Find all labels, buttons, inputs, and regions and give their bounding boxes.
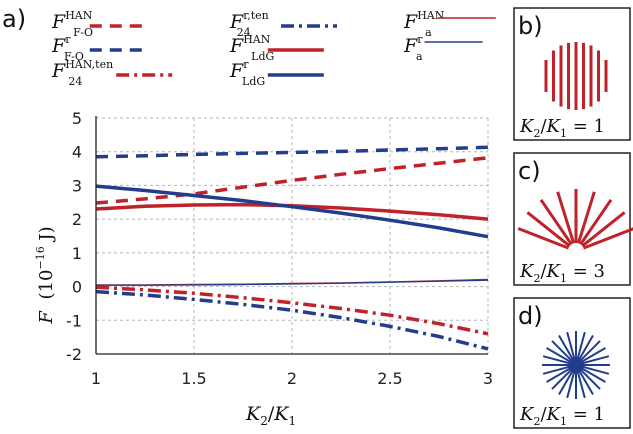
- x-axis-label: K2/K1: [245, 403, 296, 428]
- legend-entry-ldg_han: FHAN LdG: [229, 33, 324, 63]
- side-panel-d: d) K2/K1 = 1: [513, 297, 631, 429]
- legend-label-ldg_han: FHAN LdG: [229, 33, 274, 63]
- plot-area: 5 4 3 2 1 0 -1 -2 1 1.5 2 2.5 3: [66, 109, 493, 388]
- side-panel-caption: K2/K1 = 1: [519, 404, 605, 428]
- x-tick-label: 3: [483, 369, 493, 388]
- legend-label-fo_r: Fr F-O: [51, 33, 84, 63]
- grid: [95, 117, 489, 355]
- series-line-ldg_r: [95, 184, 489, 239]
- side-panel-label: b): [518, 12, 543, 40]
- side-panel-c: c) K2/K1 = 3: [513, 152, 633, 286]
- series-lines: [95, 145, 489, 351]
- x-tick-label: 2: [287, 369, 297, 388]
- y-tick-label: 2: [72, 210, 82, 229]
- side-panel-label: d): [518, 302, 543, 330]
- y-axis-label: F (10−16 J): [34, 226, 57, 324]
- director-line: [576, 191, 596, 244]
- side-panel-caption: K2/K1 = 1: [519, 116, 605, 140]
- director-line: [582, 227, 633, 250]
- side-panel-label: c): [518, 157, 541, 185]
- svg-text:F (10−16 J): F (10−16 J): [34, 226, 57, 324]
- y-tick-label: 3: [72, 176, 82, 195]
- legend-label-a_r: Fr a: [403, 33, 423, 63]
- legend-entry-a_han: FHAN a: [403, 9, 496, 39]
- director-line: [539, 198, 573, 246]
- series-line-fo_han: [95, 156, 489, 205]
- y-tick-labels: 5 4 3 2 1 0 -1 -2: [66, 109, 82, 364]
- y-tick-label: 5: [72, 109, 82, 128]
- x-tick-label: 1.5: [181, 369, 206, 388]
- director-line: [526, 211, 571, 248]
- x-tick-label: 1: [91, 369, 101, 388]
- legend-label-fo_han: FHAN F-O: [51, 9, 93, 39]
- legend-label-f24_han: FHAN,ten 24: [51, 58, 113, 88]
- director-line: [542, 355, 610, 375]
- series-line-fo_r: [95, 145, 489, 159]
- y-tick-label: -2: [66, 345, 82, 364]
- director-line: [517, 227, 570, 250]
- side-panel-caption: K2/K1 = 3: [519, 261, 605, 285]
- side-panels: b) K2/K1 = 1 c) K2/K1 = 3 d) K2/K1 = 1: [513, 7, 633, 429]
- y-tick-label: 1: [72, 244, 82, 263]
- side-panel-b: b) K2/K1 = 1: [513, 7, 631, 141]
- director-line: [579, 198, 613, 246]
- x-tick-labels: 1 1.5 2 2.5 3: [91, 369, 493, 388]
- y-tick-label: 0: [72, 278, 82, 297]
- legend-entry-f24_han: FHAN,ten 24: [51, 58, 173, 88]
- series-line-a_r: [96, 279, 489, 286]
- side-panel-frame: [513, 7, 631, 141]
- y-tick-label: -1: [66, 311, 82, 330]
- legend-entry-a_r: Fr a: [403, 33, 483, 63]
- director-line: [581, 211, 626, 248]
- legend-label-ldg_r: Fr LdG: [229, 58, 265, 88]
- y-tick-label: 4: [72, 143, 82, 162]
- panel-a-label: a): [2, 5, 26, 33]
- legend-entry-fo_r: Fr F-O: [51, 33, 146, 63]
- axes: [95, 116, 488, 355]
- legend-entry-fo_han: FHAN F-O: [51, 9, 146, 39]
- legend-label-f24_r: Fr,ten 24: [229, 9, 269, 39]
- x-tick-label: 2.5: [377, 369, 402, 388]
- legend-label-a_han: FHAN a: [403, 9, 445, 39]
- legend-entry-f24_r: Fr,ten 24: [229, 9, 337, 39]
- director-line: [556, 191, 576, 244]
- legend-entry-ldg_r: Fr LdG: [229, 58, 324, 88]
- svg-text:K2/K1: K2/K1: [245, 403, 296, 428]
